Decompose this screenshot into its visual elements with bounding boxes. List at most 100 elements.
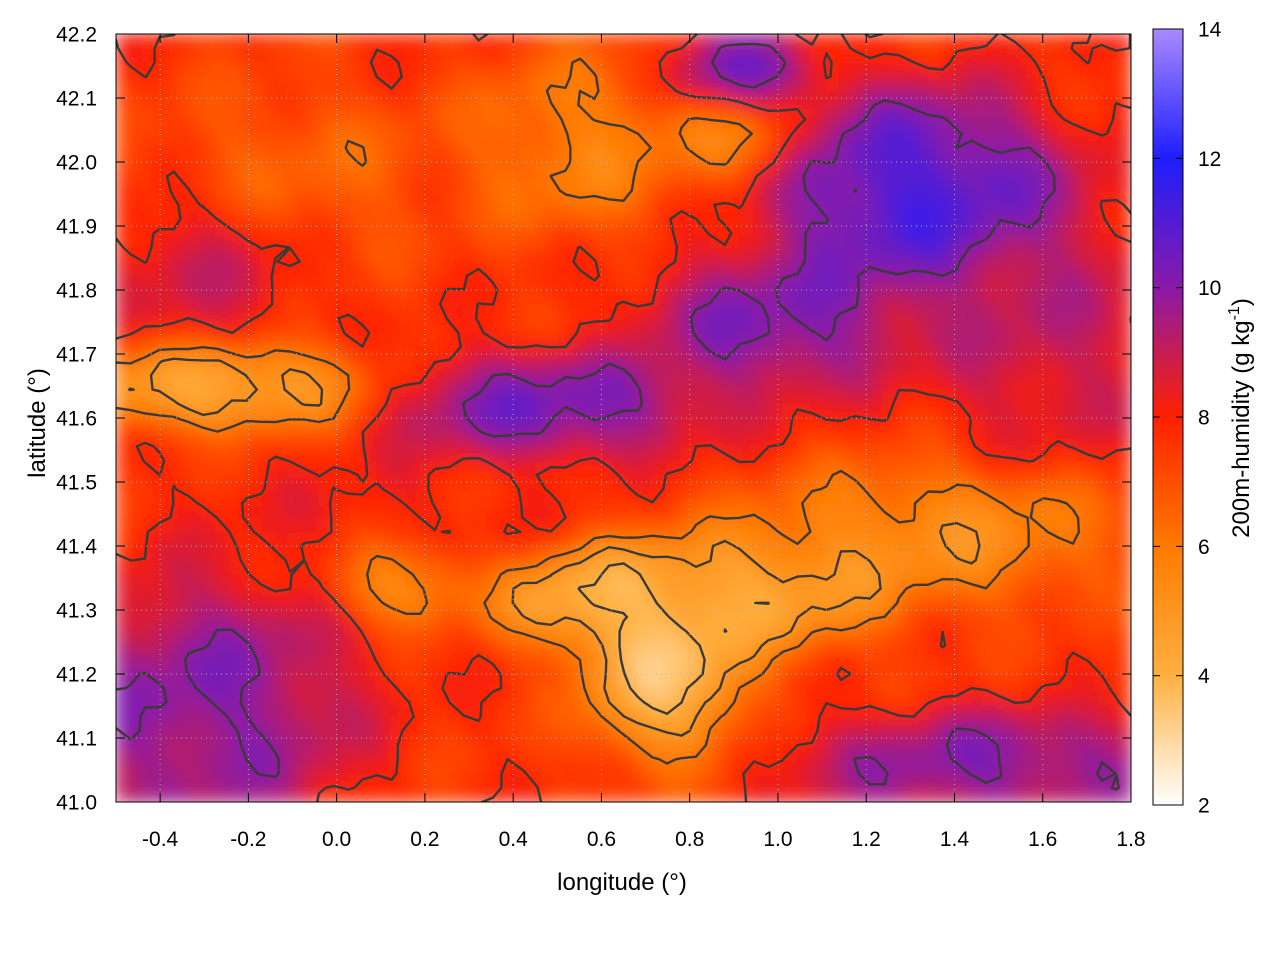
heatmap-cell xyxy=(434,331,451,348)
heatmap-cell xyxy=(869,246,886,263)
heatmap-cell xyxy=(1101,744,1118,761)
heatmap-cell xyxy=(869,161,886,178)
heatmap-cell xyxy=(129,473,146,491)
heatmap-cell xyxy=(434,61,451,78)
heatmap-cell xyxy=(579,559,596,576)
heatmap-cell xyxy=(419,673,436,690)
heatmap-cell xyxy=(637,687,654,704)
heatmap-cell xyxy=(116,203,132,220)
heatmap-cell xyxy=(811,658,828,675)
heatmap-cell xyxy=(1115,317,1131,334)
heatmap-cell xyxy=(695,516,712,533)
heatmap-cell xyxy=(116,289,132,306)
heatmap-cell xyxy=(579,146,596,163)
heatmap-cell xyxy=(767,289,784,306)
heatmap-cell xyxy=(463,431,480,448)
heatmap-cell xyxy=(419,431,436,448)
heatmap-cell xyxy=(985,644,1002,661)
heatmap-cell xyxy=(521,274,538,291)
heatmap-cell xyxy=(593,673,610,690)
heatmap-cell xyxy=(521,715,538,732)
heatmap-cell xyxy=(883,317,900,334)
heatmap-cell xyxy=(245,217,262,235)
heatmap-cell xyxy=(840,132,857,149)
heatmap-cell xyxy=(318,189,335,206)
heatmap-cell xyxy=(463,331,480,348)
heatmap-cell xyxy=(245,161,262,178)
heatmap-cell xyxy=(434,146,451,163)
heatmap-cell xyxy=(1072,545,1089,562)
heatmap-cell xyxy=(463,189,480,206)
heatmap-cell xyxy=(506,274,523,291)
heatmap-cell xyxy=(637,530,654,547)
heatmap-cell xyxy=(1043,303,1060,320)
heatmap-cell xyxy=(637,516,654,533)
heatmap-cell xyxy=(767,658,784,675)
heatmap-cell xyxy=(796,701,813,718)
heatmap-cell xyxy=(116,118,132,135)
heatmap-cell xyxy=(854,217,871,235)
heatmap-cell xyxy=(376,559,393,576)
heatmap-cell xyxy=(260,402,277,419)
heatmap-cell xyxy=(579,345,596,363)
heatmap-cell xyxy=(550,744,567,761)
heatmap-cell xyxy=(1014,758,1031,775)
heatmap-cell xyxy=(651,75,668,92)
heatmap-cell xyxy=(129,758,146,775)
heatmap-cell xyxy=(187,161,204,178)
heatmap-cell xyxy=(492,587,509,604)
heatmap-cell xyxy=(289,630,306,647)
heatmap-cell xyxy=(289,161,306,178)
heatmap-cell xyxy=(550,772,567,789)
heatmap-cell xyxy=(405,431,422,448)
heatmap-cell xyxy=(492,232,509,249)
heatmap-cell xyxy=(999,744,1016,761)
heatmap-cell xyxy=(419,360,436,377)
heatmap-cell xyxy=(999,161,1016,178)
heatmap-cell xyxy=(116,274,132,291)
heatmap-cell xyxy=(477,687,494,704)
heatmap-cell xyxy=(434,758,451,775)
heatmap-cell xyxy=(144,559,161,576)
heatmap-cell xyxy=(202,658,219,675)
heatmap-cell xyxy=(1072,161,1089,178)
heatmap-cell xyxy=(289,246,306,263)
heatmap-cell xyxy=(840,729,857,747)
heatmap-cell xyxy=(506,459,523,476)
heatmap-cell xyxy=(419,729,436,747)
heatmap-cell xyxy=(912,473,929,491)
heatmap-cell xyxy=(1057,559,1074,576)
heatmap-cell xyxy=(985,89,1002,107)
heatmap-cell xyxy=(347,573,364,590)
heatmap-cell xyxy=(869,132,886,149)
heatmap-cell xyxy=(695,203,712,220)
heatmap-cell xyxy=(116,616,132,633)
heatmap-cell xyxy=(202,104,219,121)
heatmap-cell xyxy=(260,488,277,505)
heatmap-cell xyxy=(912,559,929,576)
heatmap-cell xyxy=(129,89,146,107)
heatmap-cell xyxy=(854,132,871,149)
heatmap-cell xyxy=(506,203,523,220)
heatmap-cell xyxy=(985,417,1002,434)
heatmap-cell xyxy=(173,146,190,163)
heatmap-cell xyxy=(390,701,407,718)
heatmap-cell xyxy=(869,345,886,363)
heatmap-cell xyxy=(941,601,958,619)
heatmap-cell xyxy=(116,786,132,802)
heatmap-cell xyxy=(564,61,581,78)
heatmap-cell xyxy=(216,232,233,249)
heatmap-cell xyxy=(405,388,422,405)
heatmap-cell xyxy=(724,758,741,775)
heatmap-cell xyxy=(840,601,857,619)
heatmap-cell xyxy=(724,587,741,604)
heatmap-cell xyxy=(492,530,509,547)
heatmap-cell xyxy=(506,687,523,704)
heatmap-cell xyxy=(970,34,987,50)
heatmap-cell xyxy=(390,203,407,220)
heatmap-cell xyxy=(738,786,755,802)
heatmap-cell xyxy=(564,488,581,505)
heatmap-cell xyxy=(347,715,364,732)
heatmap-cell xyxy=(463,289,480,306)
heatmap-cell xyxy=(941,786,958,802)
